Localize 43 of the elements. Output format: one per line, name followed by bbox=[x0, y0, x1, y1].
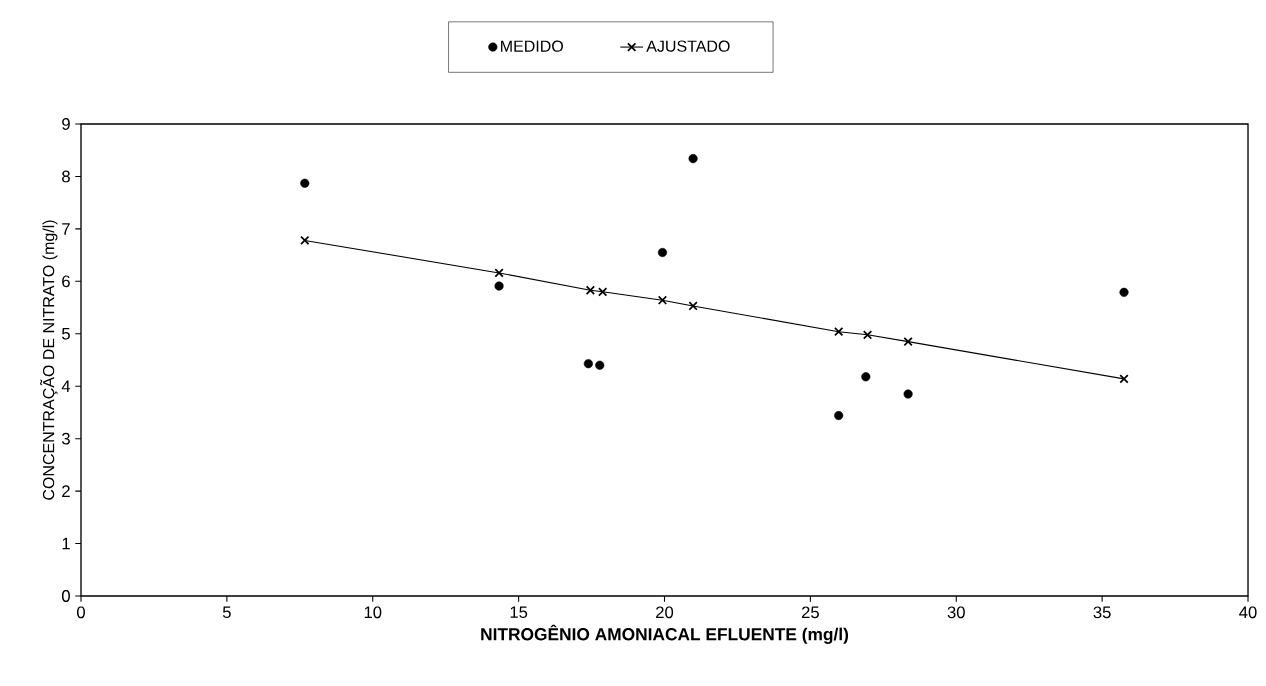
point bbox=[657, 295, 668, 305]
y-tick-label: 9 bbox=[62, 118, 70, 130]
point bbox=[585, 285, 596, 295]
point bbox=[494, 281, 504, 291]
y-tick-label: 2 bbox=[62, 485, 70, 497]
point bbox=[688, 301, 698, 311]
point bbox=[903, 337, 913, 347]
point bbox=[834, 327, 844, 337]
point bbox=[834, 411, 844, 421]
point bbox=[494, 268, 504, 278]
point bbox=[861, 372, 871, 382]
point bbox=[300, 235, 310, 246]
x-tick-label: 5 bbox=[222, 606, 231, 619]
legend-label: MEDIDO bbox=[501, 40, 563, 52]
y-tick-label: 3 bbox=[61, 432, 70, 445]
point bbox=[1119, 287, 1129, 297]
x-axis-title: NITROGÊNIO AMONIACAL EFLUENTE (mg/l) bbox=[481, 624, 849, 644]
x-tick-label: 25 bbox=[801, 606, 819, 619]
y-tick-label: 6 bbox=[62, 275, 70, 288]
y-tick-label: 5 bbox=[62, 327, 70, 340]
point bbox=[657, 247, 667, 258]
point bbox=[903, 389, 913, 399]
y-axis-title: CONCENTRAÇÃO DE NITRATO (mg/l) bbox=[40, 220, 58, 500]
y-tick-label: 4 bbox=[61, 380, 71, 392]
point bbox=[598, 287, 608, 297]
x-tick-label: 35 bbox=[1093, 606, 1111, 619]
point bbox=[595, 360, 605, 370]
y-tick-label: 0 bbox=[61, 590, 70, 602]
point bbox=[862, 330, 873, 340]
point bbox=[1119, 374, 1129, 384]
legend-label: AJUSTADO bbox=[646, 40, 730, 52]
y-tick-label: 1 bbox=[62, 537, 70, 550]
x-tick-label: 15 bbox=[510, 606, 528, 619]
x-tick-label: 30 bbox=[947, 606, 965, 619]
point bbox=[688, 154, 698, 164]
y-tick-label: 8 bbox=[62, 170, 70, 183]
y-tick-label: 7 bbox=[62, 223, 70, 235]
x-tick-label: 10 bbox=[364, 606, 382, 619]
point bbox=[300, 178, 310, 188]
x-tick-label: 20 bbox=[656, 606, 674, 619]
x-tick-label: 40 bbox=[1239, 606, 1257, 619]
point bbox=[583, 359, 593, 369]
x-tick-label: 0 bbox=[77, 606, 85, 619]
